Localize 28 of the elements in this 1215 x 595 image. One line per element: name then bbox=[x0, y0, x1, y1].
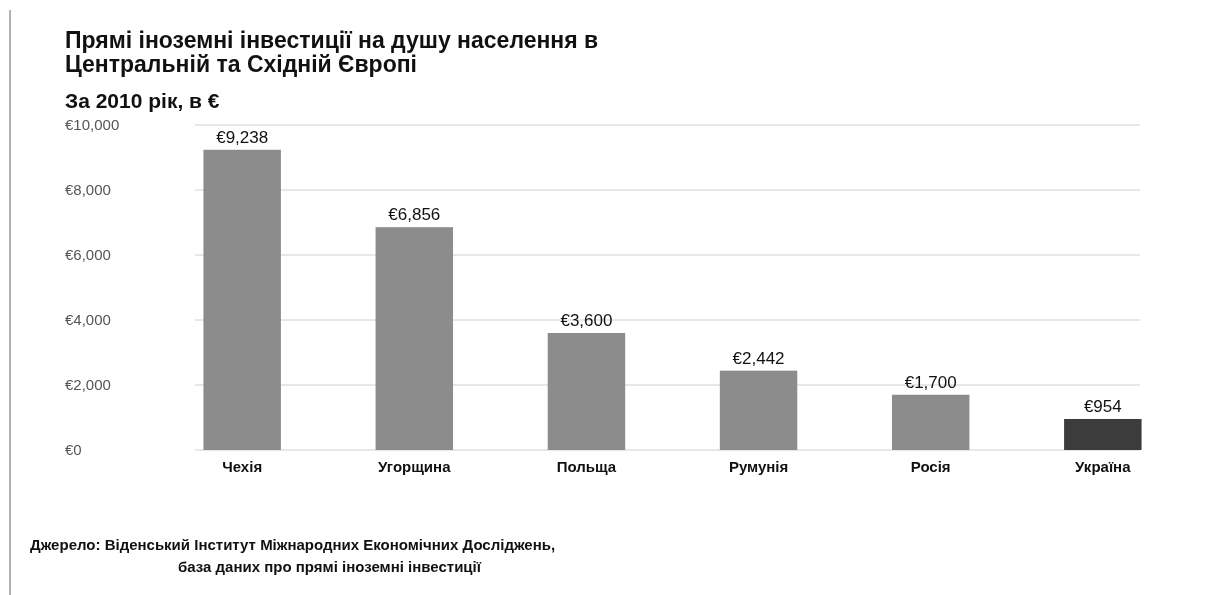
text: Джерело: Віденський Інститут Міжнародних Економічних Досліджень, bbox=[30, 536, 556, 553]
y-tick-label: €4,000 bbox=[65, 311, 111, 329]
y-tick-label: €0 bbox=[65, 441, 82, 459]
y-tick-label: €10,000 bbox=[65, 116, 120, 134]
data-label: €2,442 bbox=[732, 348, 785, 368]
bar bbox=[375, 227, 454, 450]
x-tick-label: Чехія bbox=[222, 458, 263, 475]
data-label: €6,856 bbox=[388, 205, 441, 225]
x-tick-label: Польща bbox=[556, 458, 617, 475]
x-tick-label: Україна bbox=[1075, 458, 1132, 475]
x-tick-label: Росія bbox=[910, 458, 951, 475]
bar bbox=[891, 394, 970, 450]
x-tick-label: Угорщина bbox=[378, 458, 452, 475]
y-tick-label: €8,000 bbox=[65, 181, 111, 199]
data-label: €9,238 bbox=[216, 127, 269, 147]
data-label: €1,700 bbox=[904, 372, 957, 392]
data-label: €954 bbox=[1083, 396, 1122, 416]
chart-title: Прямі іноземні інвестиції на душу населення в Центральній та Східній Європі bbox=[65, 27, 599, 77]
x-tick-label: Румунія bbox=[728, 458, 789, 475]
text: база даних про прямі іноземні інвестиції bbox=[178, 558, 482, 575]
bar bbox=[719, 370, 798, 450]
y-tick-label: €6,000 bbox=[65, 246, 111, 264]
bar bbox=[203, 149, 281, 450]
data-label: €3,600 bbox=[560, 311, 613, 330]
bar bbox=[547, 333, 626, 450]
y-tick-label: €2,000 bbox=[65, 376, 111, 394]
chart-subtitle: За 2010 рік, в € bbox=[65, 89, 220, 112]
bar bbox=[1064, 419, 1142, 450]
